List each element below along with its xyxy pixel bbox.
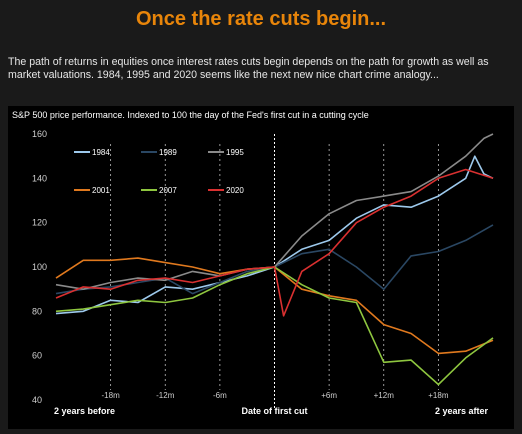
x-tick-label: -12m [156,391,175,400]
chart-title: S&P 500 price performance. Indexed to 10… [12,110,369,120]
legend-label-2007: 2007 [159,186,177,195]
chart-legend: 1984 1989 1995 2001 2007 2020 [74,148,244,195]
legend-label-2001: 2001 [92,186,110,195]
x-tick-label: +12m [374,391,395,400]
legend-label-2020: 2020 [226,186,244,195]
y-tick-label: 60 [32,351,42,361]
x-edge-label-center: Date of first cut [241,406,307,416]
series-line-1984 [55,155,494,315]
y-tick-label: 120 [32,218,47,228]
y-tick-label: 40 [32,395,42,405]
series-line-2020 [55,168,494,317]
y-tick-label: 160 [32,129,47,139]
y-tick-label: 80 [32,306,42,316]
y-tick-label: 140 [32,173,47,183]
page-headline: Once the rate cuts begin... [135,8,387,30]
legend-label-1984: 1984 [92,148,110,157]
series-lines [55,133,494,386]
legend-label-1995: 1995 [226,148,244,157]
y-tick-label: 100 [32,262,47,272]
x-edge-label-right: 2 years after [435,406,489,416]
x-tick-label: -18m [102,391,121,400]
page-blurb: The path of returns in equities once int… [8,56,489,81]
legend-label-1989: 1989 [159,148,177,157]
line-chart: S&P 500 price performance. Indexed to 10… [12,110,494,416]
x-tick-label: -6m [213,391,227,400]
series-line-1995 [55,133,494,290]
x-axis: -18m -12m -6m +6m +12m +18m 2 years before Date… [54,134,488,416]
chart-panel: S&P 500 price performance. Indexed to 10… [8,106,514,429]
y-axis: 40 60 80 100 120 140 160 [32,129,47,405]
x-tick-label: +18m [428,391,449,400]
x-edge-label-left: 2 years before [54,406,115,416]
x-tick-label: +6m [321,391,337,400]
